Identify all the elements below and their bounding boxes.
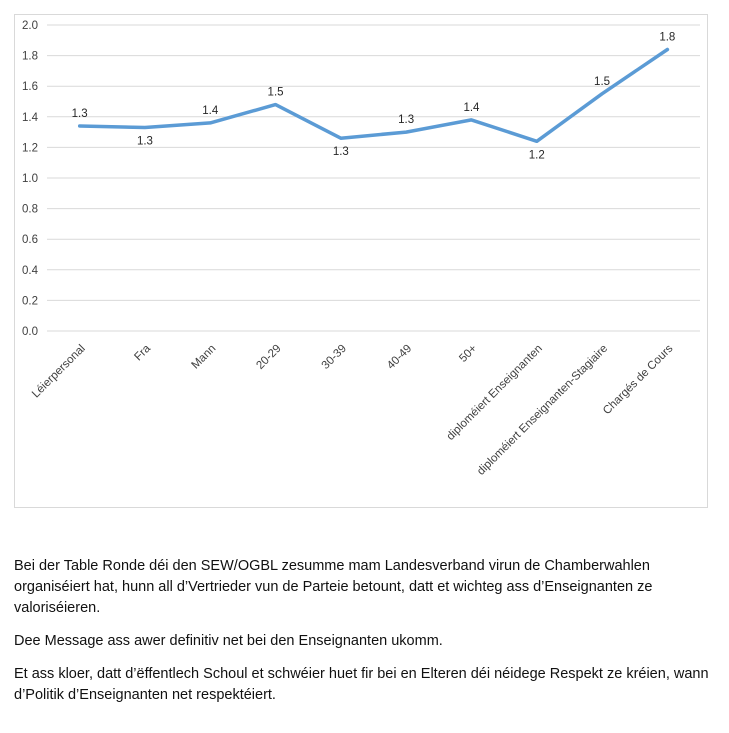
y-tick-label: 2.0 bbox=[22, 20, 38, 32]
data-label: 1.8 bbox=[659, 31, 675, 43]
x-tick-label: Mann bbox=[190, 343, 219, 372]
x-tick-label: 40-49 bbox=[385, 343, 414, 372]
x-tick-label: 50+ bbox=[457, 342, 479, 364]
article-text: Bei der Table Ronde déi den SEW/OGBL zes… bbox=[14, 556, 714, 718]
paragraph-2: Dee Message ass awer definitiv net bei d… bbox=[14, 633, 443, 649]
grid-lines bbox=[47, 24, 700, 332]
chart-frame bbox=[14, 14, 708, 508]
data-label: 1.3 bbox=[137, 136, 153, 148]
y-tick-label: 0.6 bbox=[22, 234, 38, 246]
data-label: 1.3 bbox=[72, 108, 88, 120]
y-tick-label: 1.4 bbox=[22, 112, 39, 124]
data-label: 1.3 bbox=[398, 114, 414, 126]
y-tick-label: 1.0 bbox=[22, 173, 38, 185]
series-line-path bbox=[77, 47, 670, 144]
data-label: 1.5 bbox=[268, 87, 284, 99]
x-tick-label: Chargés de Cours bbox=[601, 342, 676, 417]
y-tick-label: 0.2 bbox=[22, 295, 38, 307]
y-tick-label: 0.0 bbox=[22, 326, 38, 338]
paragraph-3: Et ass kloer, datt d’ëffentlech Schoul e… bbox=[14, 666, 709, 703]
x-tick-label: Léierpersonal bbox=[30, 343, 88, 401]
y-tick-label: 0.4 bbox=[22, 265, 39, 277]
paragraph-1: Bei der Table Ronde déi den SEW/OGBL zes… bbox=[14, 558, 653, 616]
x-tick-label: diploméiert Enseignanten-Stagiaire bbox=[475, 343, 610, 478]
data-label: 1.4 bbox=[202, 105, 219, 117]
data-label: 1.3 bbox=[333, 146, 349, 158]
data-label: 1.2 bbox=[529, 149, 545, 161]
x-tick-label: Fra bbox=[132, 342, 153, 363]
x-tick-label: 20-29 bbox=[254, 343, 283, 372]
line-chart: 0.0 0.2 0.4 0.6 0.8 1.0 1.2 1.4 1.6 1.8 2.0 Léierp… bbox=[22, 20, 700, 478]
y-axis-ticks: 0.0 0.2 0.4 0.6 0.8 1.0 1.2 1.4 1.6 1.8 2.0 bbox=[22, 20, 39, 338]
data-label: 1.5 bbox=[594, 76, 610, 88]
data-label: 1.4 bbox=[463, 102, 480, 114]
y-tick-label: 1.6 bbox=[22, 81, 38, 93]
x-axis-ticks: Léierpersonal Fra Mann 20-29 30-39 40-49 50+di… bbox=[30, 342, 676, 477]
y-tick-label: 1.2 bbox=[22, 142, 38, 154]
series-line bbox=[77, 47, 670, 144]
data-labels: 1.3 1.3 1.4 1.5 1.3 1.3 1.4 1.2 1.5 1.8 bbox=[72, 31, 676, 161]
y-tick-label: 0.8 bbox=[22, 204, 38, 216]
x-tick-label: 30-39 bbox=[320, 343, 349, 372]
y-tick-label: 1.8 bbox=[22, 51, 38, 63]
